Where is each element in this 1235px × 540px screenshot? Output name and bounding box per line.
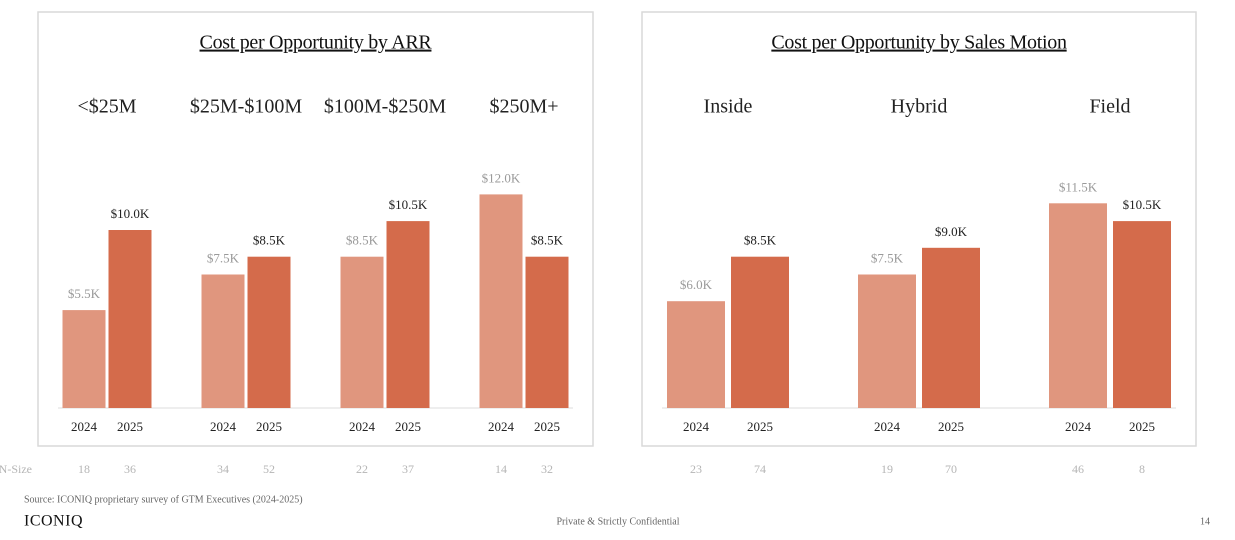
bar (858, 274, 916, 408)
value-label: $10.5K (389, 197, 428, 212)
chart-title: Cost per Opportunity by ARR (200, 32, 433, 54)
bar (922, 247, 980, 408)
source-note: Source: ICONIQ proprietary survey of GTM… (24, 494, 303, 505)
n-size: 19 (881, 462, 893, 476)
bar (525, 256, 569, 408)
group-label: $25M-$100M (190, 96, 302, 118)
x-tick-label: 2025 (534, 419, 560, 434)
bar (1049, 203, 1107, 408)
value-label: $8.5K (744, 233, 777, 248)
group-label: $250M+ (489, 96, 558, 118)
n-size: 46 (1072, 462, 1084, 476)
page-number: 14 (1200, 516, 1210, 527)
group-label: <$25M (77, 96, 136, 118)
x-tick-label: 2024 (1065, 419, 1092, 434)
value-label: $8.5K (253, 233, 286, 248)
n-size: 36 (124, 462, 136, 476)
panel (641, 11, 1197, 447)
bar (479, 194, 523, 408)
value-label: $12.0K (482, 170, 521, 185)
x-tick-label: 2024 (349, 419, 376, 434)
bar (62, 310, 106, 408)
x-tick-label: 2024 (71, 419, 98, 434)
value-label: $11.5K (1059, 179, 1098, 194)
group-label: Hybrid (891, 96, 948, 118)
bar (340, 256, 384, 408)
confidential-note: Private & Strictly Confidential (556, 516, 679, 527)
n-size: 8 (1139, 462, 1145, 476)
group-label: Inside (704, 96, 753, 118)
n-size: 37 (402, 462, 414, 476)
value-label: $10.5K (1123, 197, 1162, 212)
n-size: 22 (356, 462, 368, 476)
x-tick-label: 2025 (1129, 419, 1155, 434)
bar (108, 230, 152, 408)
x-tick-label: 2025 (747, 419, 773, 434)
brand: ICONIQ (24, 513, 83, 530)
n-size: 32 (541, 462, 553, 476)
bar (201, 274, 245, 408)
group-label: $100M-$250M (324, 96, 446, 118)
n-size: 34 (217, 462, 229, 476)
bar (386, 221, 430, 408)
x-tick-label: 2025 (117, 419, 143, 434)
n-size: 74 (754, 462, 766, 476)
value-label: $8.5K (346, 233, 379, 248)
x-tick-label: 2024 (488, 419, 515, 434)
value-label: $5.5K (68, 286, 101, 301)
value-label: $9.0K (935, 224, 968, 239)
value-label: $6.0K (680, 277, 713, 292)
n-size: 23 (690, 462, 702, 476)
x-tick-label: 2024 (874, 419, 901, 434)
n-size: 18 (78, 462, 90, 476)
n-size: 52 (263, 462, 275, 476)
x-tick-label: 2025 (395, 419, 421, 434)
n-size-label: N-Size (0, 462, 32, 476)
n-size: 14 (495, 462, 507, 476)
group-label: Field (1089, 96, 1130, 118)
chart-title: Cost per Opportunity by Sales Motion (771, 32, 1067, 54)
value-label: $10.0K (111, 206, 150, 221)
bar (667, 301, 725, 408)
n-size: 70 (945, 462, 957, 476)
value-label: $7.5K (871, 250, 904, 265)
value-label: $7.5K (207, 250, 240, 265)
x-tick-label: 2025 (256, 419, 282, 434)
x-tick-label: 2024 (210, 419, 237, 434)
bar (731, 256, 789, 408)
x-tick-label: 2025 (938, 419, 964, 434)
x-tick-label: 2024 (683, 419, 710, 434)
bar (247, 256, 291, 408)
bar (1113, 221, 1171, 408)
value-label: $8.5K (531, 233, 564, 248)
